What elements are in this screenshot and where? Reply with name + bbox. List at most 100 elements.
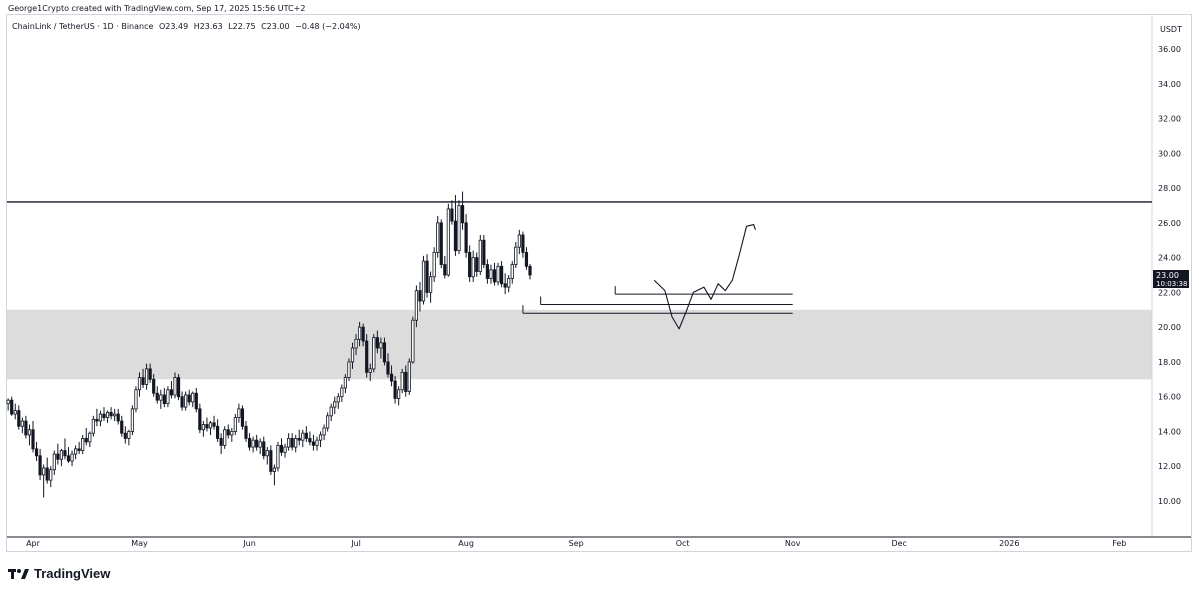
candle-up[interactable] bbox=[343, 377, 348, 389]
candle-up[interactable] bbox=[514, 246, 518, 265]
candle-up[interactable] bbox=[166, 389, 170, 405]
candle-up[interactable] bbox=[223, 429, 227, 446]
candle-down[interactable] bbox=[141, 377, 145, 385]
candle-up[interactable] bbox=[322, 427, 326, 436]
candle-up[interactable] bbox=[237, 408, 241, 418]
candle-down[interactable] bbox=[187, 394, 191, 403]
candle-down[interactable] bbox=[386, 361, 390, 375]
candle-up[interactable] bbox=[52, 453, 56, 471]
candle-up[interactable] bbox=[350, 347, 355, 363]
candle-up[interactable] bbox=[478, 239, 482, 272]
candle-up[interactable] bbox=[201, 424, 205, 431]
candle-up[interactable] bbox=[184, 394, 188, 408]
candle-up[interactable] bbox=[6, 399, 10, 405]
candle-down[interactable] bbox=[450, 208, 454, 222]
candle-down[interactable] bbox=[45, 467, 49, 481]
candle-up[interactable] bbox=[286, 438, 291, 448]
candle-up[interactable] bbox=[20, 420, 24, 427]
candle-down[interactable] bbox=[460, 205, 465, 224]
candle-down[interactable] bbox=[439, 222, 443, 265]
candle-up[interactable] bbox=[233, 417, 237, 432]
candle-down[interactable] bbox=[247, 438, 252, 448]
candle-down[interactable] bbox=[84, 438, 88, 443]
candle-down[interactable] bbox=[155, 392, 159, 401]
candle-up[interactable] bbox=[432, 251, 436, 278]
candle-up[interactable] bbox=[489, 269, 493, 279]
candle-down[interactable] bbox=[485, 264, 490, 279]
tradingview-logo[interactable]: TradingView bbox=[8, 566, 110, 581]
candle-down[interactable] bbox=[524, 251, 529, 267]
candle-up[interactable] bbox=[333, 401, 337, 408]
candle-up[interactable] bbox=[347, 361, 351, 378]
candle-up[interactable] bbox=[397, 389, 401, 399]
candle-down[interactable] bbox=[120, 420, 124, 434]
candle-down[interactable] bbox=[123, 432, 127, 439]
candle-down[interactable] bbox=[109, 411, 113, 417]
candle-up[interactable] bbox=[191, 392, 195, 403]
candle-down[interactable] bbox=[468, 251, 472, 278]
candle-up[interactable] bbox=[134, 389, 138, 410]
candle-down[interactable] bbox=[24, 420, 28, 436]
candle-up[interactable] bbox=[27, 429, 32, 436]
candle-down[interactable] bbox=[308, 438, 312, 443]
candle-up[interactable] bbox=[59, 450, 64, 460]
candle-down[interactable] bbox=[425, 260, 429, 293]
candle-up[interactable] bbox=[336, 396, 340, 403]
candle-up[interactable] bbox=[251, 439, 255, 448]
candle-up[interactable] bbox=[428, 276, 433, 293]
projection-path[interactable] bbox=[653, 224, 756, 330]
candle-down[interactable] bbox=[290, 438, 294, 448]
candle-down[interactable] bbox=[63, 450, 67, 457]
candle-down[interactable] bbox=[66, 455, 71, 462]
candle-down[interactable] bbox=[464, 222, 468, 253]
candle-up[interactable] bbox=[130, 408, 134, 432]
candle-up[interactable] bbox=[446, 208, 450, 276]
candle-down[interactable] bbox=[365, 340, 369, 373]
candle-up[interactable] bbox=[88, 432, 92, 443]
candle-down[interactable] bbox=[194, 392, 198, 410]
candle-down[interactable] bbox=[17, 410, 21, 427]
candle-down[interactable] bbox=[255, 439, 259, 448]
candle-down[interactable] bbox=[361, 326, 365, 342]
candle-down[interactable] bbox=[212, 422, 216, 427]
demand-zone[interactable] bbox=[7, 309, 1152, 380]
candle-up[interactable] bbox=[113, 413, 117, 417]
candle-up[interactable] bbox=[208, 422, 213, 429]
candle-down[interactable] bbox=[279, 444, 284, 453]
candle-up[interactable] bbox=[258, 441, 262, 448]
candle-up[interactable] bbox=[49, 469, 53, 481]
candle-down[interactable] bbox=[34, 448, 39, 457]
candle-up[interactable] bbox=[91, 418, 95, 434]
candle-up[interactable] bbox=[400, 371, 404, 391]
candle-up[interactable] bbox=[42, 467, 46, 476]
candle-down[interactable] bbox=[375, 337, 379, 349]
candle-up[interactable] bbox=[159, 394, 163, 401]
candle-down[interactable] bbox=[443, 264, 447, 276]
candle-up[interactable] bbox=[318, 434, 323, 441]
candle-up[interactable] bbox=[144, 368, 149, 385]
candle-up[interactable] bbox=[70, 453, 74, 462]
candle-up[interactable] bbox=[517, 234, 521, 248]
candle-up[interactable] bbox=[301, 432, 305, 441]
candle-up[interactable] bbox=[340, 387, 344, 398]
candle-down[interactable] bbox=[169, 389, 174, 396]
candle-up[interactable] bbox=[137, 377, 142, 391]
candle-up[interactable] bbox=[372, 337, 376, 370]
candle-up[interactable] bbox=[173, 377, 177, 396]
candle-up[interactable] bbox=[507, 278, 511, 288]
candle-down[interactable] bbox=[382, 342, 387, 363]
candle-down[interactable] bbox=[10, 399, 14, 415]
candle-up[interactable] bbox=[276, 444, 280, 469]
candle-up[interactable] bbox=[457, 205, 461, 252]
candle-down[interactable] bbox=[528, 265, 532, 276]
candle-down[interactable] bbox=[262, 441, 266, 457]
candle-up[interactable] bbox=[272, 467, 277, 472]
candle-up[interactable] bbox=[13, 410, 17, 415]
candle-down[interactable] bbox=[176, 377, 181, 398]
candle-down[interactable] bbox=[503, 283, 507, 288]
candle-down[interactable] bbox=[475, 257, 479, 272]
candle-down[interactable] bbox=[219, 438, 223, 446]
candle-down[interactable] bbox=[521, 234, 525, 253]
candle-down[interactable] bbox=[404, 371, 408, 392]
